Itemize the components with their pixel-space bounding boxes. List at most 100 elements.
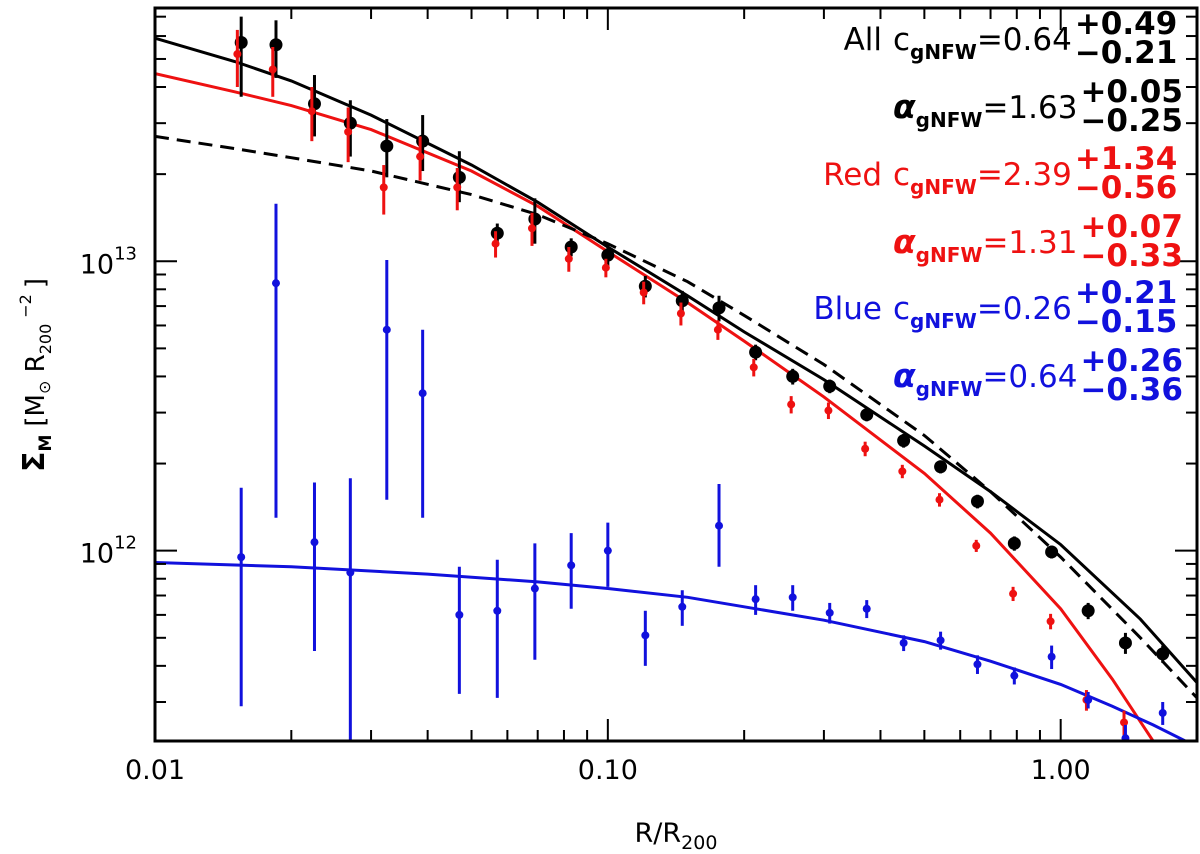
legend-alpha-lower-all: −0.25 [1080, 103, 1182, 139]
point-all [528, 212, 542, 226]
point-all [1156, 647, 1170, 661]
point-red [1009, 589, 1018, 598]
plot-frame [153, 6, 1199, 743]
point-red [307, 107, 316, 116]
tick-labels: 0.01 0.10 1.00 1012 1013 [80, 243, 1091, 786]
x-tick-label: 0.01 [125, 755, 185, 786]
point-blue [237, 553, 246, 562]
curve-all-fit [155, 36, 1197, 684]
y-axis-label-close: ] [21, 278, 51, 288]
curve-dashed-fit [155, 134, 1197, 699]
x-axis-label: R/R200 [635, 818, 718, 854]
point-blue [1158, 708, 1167, 717]
point-blue [310, 538, 319, 547]
point-red [564, 254, 573, 263]
point-blue [603, 546, 612, 555]
point-red [824, 406, 833, 415]
legend-alpha-upper-red: +0.07 [1080, 209, 1182, 245]
point-red [416, 152, 425, 161]
point-blue [641, 631, 650, 640]
point-red [233, 50, 242, 59]
y-axis-label-exp: −2 [16, 294, 35, 318]
legend-c-lower-all: −0.21 [1075, 35, 1177, 71]
y-axis-label-sub: M [36, 435, 56, 452]
y-tick-label: 1013 [80, 243, 137, 280]
legend-alpha-lower-blue: −0.36 [1080, 372, 1182, 408]
legend-label-red: Red [823, 157, 882, 193]
point-all [490, 226, 504, 240]
legend-c-blue: cgNFW=0.26 [893, 291, 1072, 333]
point-blue [1121, 734, 1130, 741]
point-all [601, 248, 615, 262]
legend-c-lower-blue: −0.15 [1075, 304, 1177, 340]
x-tick-label: 1.00 [1031, 755, 1091, 786]
x-axis-label-sub: 200 [681, 832, 717, 854]
point-red [1046, 617, 1055, 626]
data-points [233, 16, 1170, 741]
point-all [860, 408, 874, 422]
point-all [712, 301, 726, 315]
legend-c-upper-all: +0.49 [1075, 6, 1177, 42]
point-red [379, 183, 388, 192]
curve-blue-fit [155, 561, 1189, 741]
point-all [897, 434, 911, 448]
point-red [639, 288, 648, 297]
point-red [491, 239, 500, 248]
y-axis-label-main: Σ [17, 452, 52, 473]
y-axis-label-unit: [M [21, 394, 51, 427]
point-all [823, 379, 837, 393]
point-blue [751, 595, 760, 604]
axis-ticks [154, 8, 1198, 741]
point-all [452, 170, 466, 184]
legend-alpha-all: αgNFW=1.63 [893, 87, 1077, 132]
y-axis-label-rsub: 200 [36, 324, 55, 355]
fit-curves [155, 36, 1197, 741]
point-all [380, 139, 394, 153]
legend-c-red: cgNFW=2.39 [893, 157, 1072, 199]
point-blue [418, 389, 427, 398]
point-red [453, 183, 462, 192]
legend-alpha-upper-blue: +0.26 [1080, 343, 1182, 379]
point-blue [862, 604, 871, 613]
point-blue [899, 638, 908, 647]
legend-alpha-red: αgNFW=1.31 [893, 222, 1077, 267]
point-blue [1047, 652, 1056, 661]
point-blue [1084, 695, 1093, 704]
legend-c-upper-red: +1.34 [1075, 141, 1177, 177]
y-axis-label-sun: ⊙ [35, 381, 54, 394]
y-axis-label-r: R [21, 354, 51, 380]
point-blue [271, 279, 280, 288]
legend-label-blue: Blue [813, 291, 882, 327]
point-blue [678, 602, 687, 611]
x-tick-label: 0.10 [578, 755, 638, 786]
point-blue [493, 606, 502, 615]
point-red [676, 309, 685, 318]
point-all [675, 294, 689, 308]
legend-alpha-upper-all: +0.05 [1080, 74, 1182, 110]
point-blue [530, 584, 539, 593]
point-all [749, 345, 763, 359]
legend-label-all: All [844, 22, 882, 58]
legend-c-all: cgNFW=0.64 [893, 22, 1072, 64]
point-blue [973, 660, 982, 669]
point-blue [455, 610, 464, 619]
point-red [935, 495, 944, 504]
point-red [787, 400, 796, 409]
point-red [527, 224, 536, 233]
point-red [713, 325, 722, 334]
point-red [861, 444, 870, 453]
point-red [601, 263, 610, 272]
x-axis-label-main: R/R [635, 818, 682, 849]
point-all [1007, 536, 1021, 550]
point-blue [788, 593, 797, 602]
point-red [1120, 718, 1129, 727]
point-red [749, 363, 758, 372]
point-red [268, 65, 277, 74]
point-blue [715, 521, 724, 530]
point-red [972, 541, 981, 550]
point-all [1081, 604, 1095, 618]
point-blue [825, 608, 834, 617]
point-red [344, 127, 353, 136]
